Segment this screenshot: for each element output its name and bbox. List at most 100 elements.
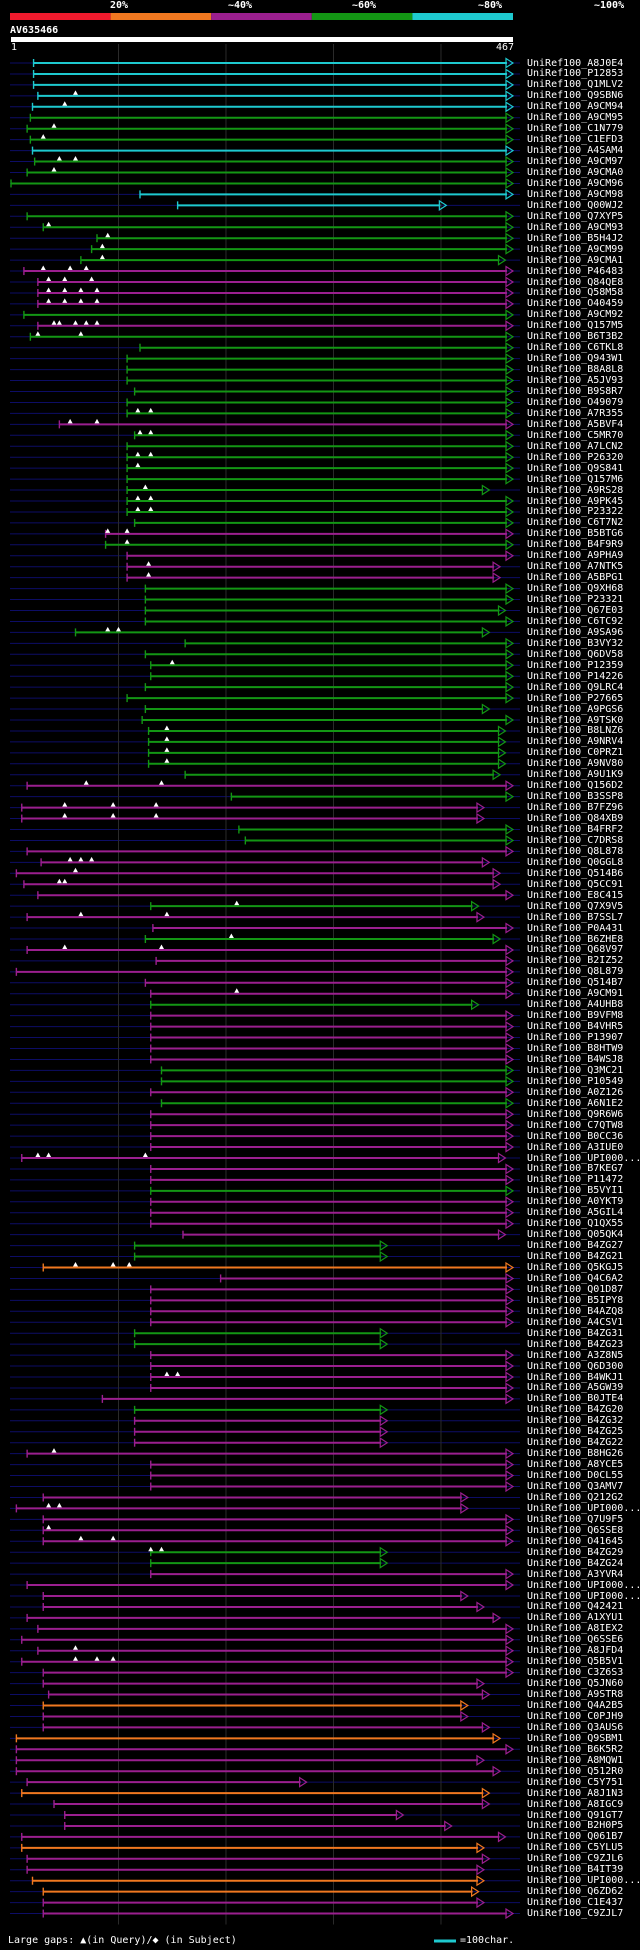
hit-accession-label[interactable]: UniRef100_A9RS28	[527, 484, 624, 496]
hit-accession-label[interactable]: UniRef100_C9ZJL7	[527, 1908, 624, 1920]
hit-accession-label[interactable]: UniRef100_A5BPG1	[527, 572, 624, 584]
hit-accession-label[interactable]: UniRef100_A8J0E4	[527, 57, 624, 69]
hit-accession-label[interactable]: UniRef100_B0JTE4	[527, 1393, 624, 1405]
hit-accession-label[interactable]: UniRef100_B6K5R2	[527, 1743, 624, 1755]
hit-accession-label[interactable]: UniRef100_A7R355	[527, 407, 624, 419]
hit-accession-label[interactable]: UniRef100_UPI000...	[527, 1875, 640, 1887]
hit-accession-label[interactable]: UniRef100_Q9LRC4	[527, 681, 624, 693]
hit-accession-label[interactable]: UniRef100_A9CM94	[527, 101, 624, 113]
hit-accession-label[interactable]: UniRef100_B4ZG23	[527, 1338, 624, 1350]
hit-accession-label[interactable]: UniRef100_Q5CC91	[527, 878, 624, 890]
hit-accession-label[interactable]: UniRef100_Q061B7	[527, 1831, 624, 1843]
hit-accession-label[interactable]: UniRef100_A4SAM4	[527, 145, 624, 157]
hit-accession-label[interactable]: UniRef100_C5MR70	[527, 429, 624, 441]
hit-accession-label[interactable]: UniRef100_B3SSP8	[527, 791, 624, 803]
hit-accession-label[interactable]: UniRef100_A9CM96	[527, 177, 624, 189]
hit-accession-label[interactable]: UniRef100_Q7U9F5	[527, 1513, 624, 1525]
hit-accession-label[interactable]: UniRef100_A9CMA0	[527, 167, 624, 178]
hit-accession-label[interactable]: UniRef100_B4ZG31	[527, 1327, 624, 1339]
hit-accession-label[interactable]: UniRef100_Q514B6	[527, 867, 624, 879]
hit-accession-label[interactable]: UniRef100_B7SSL7	[527, 911, 624, 923]
hit-accession-label[interactable]: UniRef100_A9CM97	[527, 156, 624, 168]
hit-accession-label[interactable]: UniRef100_B4ZG25	[527, 1426, 624, 1438]
hit-accession-label[interactable]: UniRef100_A9CM99	[527, 243, 624, 255]
hit-accession-label[interactable]: UniRef100_A9U1K9	[527, 769, 624, 781]
hit-accession-label[interactable]: UniRef100_Q67E03	[527, 605, 624, 616]
hit-accession-label[interactable]: UniRef100_Q58M58	[527, 287, 624, 299]
hit-accession-label[interactable]: UniRef100_P26320	[527, 451, 624, 463]
hit-accession-label[interactable]: UniRef100_Q9XH68	[527, 583, 624, 595]
hit-accession-label[interactable]: UniRef100_C1EFD3	[527, 134, 624, 146]
hit-accession-label[interactable]: UniRef100_P12359	[527, 659, 624, 671]
hit-accession-label[interactable]: UniRef100_O49079	[527, 396, 624, 408]
hit-accession-label[interactable]: UniRef100_A3Z8N5	[527, 1349, 624, 1361]
hit-accession-label[interactable]: UniRef100_Q05QK4	[527, 1229, 624, 1241]
hit-accession-label[interactable]: UniRef100_C3Z6S3	[527, 1667, 624, 1679]
hit-accession-label[interactable]: UniRef100_Q5B5V1	[527, 1656, 624, 1668]
hit-accession-label[interactable]: UniRef100_C9ZJL6	[527, 1853, 624, 1865]
hit-accession-label[interactable]: UniRef100_A8YCE5	[527, 1459, 624, 1471]
hit-accession-label[interactable]: UniRef100_B4VHR5	[527, 1021, 624, 1033]
hit-accession-label[interactable]: UniRef100_A8IGC9	[527, 1798, 624, 1810]
hit-accession-label[interactable]: UniRef100_Q3AMV7	[527, 1481, 624, 1492]
hit-accession-label[interactable]: UniRef100_B6T3B2	[527, 331, 624, 343]
hit-accession-label[interactable]: UniRef100_A9TSK0	[527, 714, 624, 726]
hit-accession-label[interactable]: UniRef100_C6TKL8	[527, 342, 624, 354]
hit-accession-label[interactable]: UniRef100_A7NTK5	[527, 561, 624, 573]
hit-accession-label[interactable]: UniRef100_B4ZG27	[527, 1240, 624, 1252]
hit-accession-label[interactable]: UniRef100_Q157M5	[527, 320, 624, 332]
hit-accession-label[interactable]: UniRef100_A5JV93	[527, 375, 624, 387]
hit-accession-label[interactable]: UniRef100_B8HG26	[527, 1448, 624, 1460]
hit-accession-label[interactable]: UniRef100_UPI000...	[527, 1502, 640, 1514]
hit-accession-label[interactable]: UniRef100_D0CL55	[527, 1470, 624, 1482]
hit-accession-label[interactable]: UniRef100_Q6SSE8	[527, 1524, 624, 1536]
hit-accession-label[interactable]: UniRef100_O41645	[527, 1535, 624, 1547]
hit-accession-label[interactable]: UniRef100_B4WSJ8	[527, 1053, 624, 1065]
hit-accession-label[interactable]: UniRef100_A3YVR4	[527, 1568, 624, 1580]
hit-accession-label[interactable]: UniRef100_O40459	[527, 298, 624, 310]
hit-accession-label[interactable]: UniRef100_Q00WJ2	[527, 199, 624, 211]
hit-accession-label[interactable]: UniRef100_B5BTG6	[527, 528, 624, 540]
hit-accession-label[interactable]: UniRef100_B4F9R9	[527, 539, 624, 551]
hit-accession-label[interactable]: UniRef100_Q512R0	[527, 1765, 624, 1777]
hit-accession-label[interactable]: UniRef100_B4WKJ1	[527, 1371, 624, 1383]
hit-accession-label[interactable]: UniRef100_A9CM98	[527, 188, 624, 200]
hit-accession-label[interactable]: UniRef100_B5H4J2	[527, 232, 624, 244]
hit-accession-label[interactable]: UniRef100_B5VYI1	[527, 1185, 624, 1197]
hit-accession-label[interactable]: UniRef100_B4IT39	[527, 1864, 624, 1876]
hit-accession-label[interactable]: UniRef100_P0A431	[527, 922, 624, 934]
hit-accession-label[interactable]: UniRef100_A5GIL4	[527, 1207, 624, 1219]
hit-accession-label[interactable]: UniRef100_Q91GT7	[527, 1809, 624, 1821]
hit-accession-label[interactable]: UniRef100_B8A8L8	[527, 364, 624, 376]
hit-accession-label[interactable]: UniRef100_C0PRZ1	[527, 747, 624, 759]
hit-accession-label[interactable]: UniRef100_B3VY32	[527, 637, 624, 649]
hit-accession-label[interactable]: UniRef100_Q1QX55	[527, 1218, 624, 1230]
hit-accession-label[interactable]: UniRef100_C7QTW8	[527, 1119, 624, 1131]
hit-accession-label[interactable]: UniRef100_P10549	[527, 1075, 624, 1087]
hit-accession-label[interactable]: UniRef100_A0Z126	[527, 1086, 624, 1098]
hit-accession-label[interactable]: UniRef100_B0CC36	[527, 1130, 624, 1142]
hit-accession-label[interactable]: UniRef100_Q5KGJ5	[527, 1262, 624, 1273]
hit-accession-label[interactable]: UniRef100_A9STR8	[527, 1689, 624, 1701]
hit-accession-label[interactable]: UniRef100_B4ZG21	[527, 1251, 624, 1263]
hit-accession-label[interactable]: UniRef100_C7DRS8	[527, 834, 624, 846]
hit-accession-label[interactable]: UniRef100_A8JFD4	[527, 1645, 624, 1657]
hit-accession-label[interactable]: UniRef100_C6TC92	[527, 615, 624, 627]
hit-accession-label[interactable]: UniRef100_A8IEX2	[527, 1623, 624, 1635]
hit-accession-label[interactable]: UniRef100_A7LCN2	[527, 440, 624, 452]
hit-accession-label[interactable]: UniRef100_Q01D87	[527, 1283, 624, 1295]
hit-accession-label[interactable]: UniRef100_Q6ZD62	[527, 1886, 624, 1898]
hit-accession-label[interactable]: UniRef100_B4ZG29	[527, 1546, 624, 1558]
hit-accession-label[interactable]: UniRef100_B7KEG7	[527, 1163, 624, 1175]
hit-accession-label[interactable]: UniRef100_A9NRV4	[527, 736, 624, 748]
hit-accession-label[interactable]: UniRef100_E8C415	[527, 889, 624, 901]
hit-accession-label[interactable]: UniRef100_Q156D2	[527, 780, 624, 792]
hit-accession-label[interactable]: UniRef100_Q212G2	[527, 1491, 624, 1503]
hit-accession-label[interactable]: UniRef100_A9CM92	[527, 309, 624, 321]
hit-accession-label[interactable]: UniRef100_Q943W1	[527, 353, 624, 365]
hit-accession-label[interactable]: UniRef100_C1E437	[527, 1897, 624, 1909]
hit-accession-label[interactable]: UniRef100_Q514B7	[527, 977, 624, 989]
hit-accession-label[interactable]: UniRef100_C1N779	[527, 123, 624, 135]
hit-accession-label[interactable]: UniRef100_A0YKT9	[527, 1196, 624, 1208]
hit-accession-label[interactable]: UniRef100_B2IZ52	[527, 955, 624, 967]
